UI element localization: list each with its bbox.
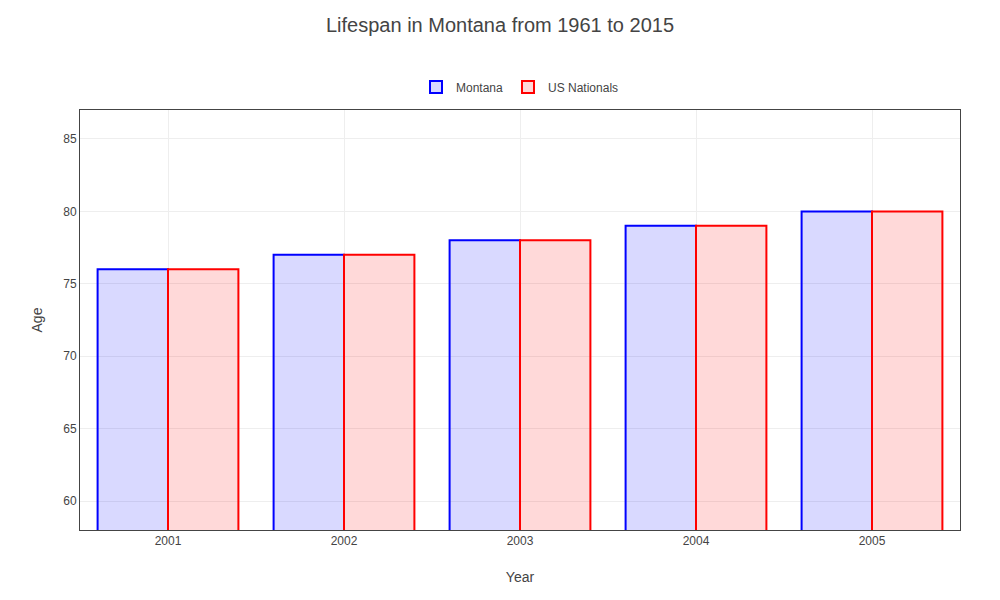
- svg-text:2001: 2001: [155, 534, 182, 548]
- svg-text:Age: Age: [29, 307, 45, 332]
- svg-text:Lifespan in Montana from 1961: Lifespan in Montana from 1961 to 2015: [326, 14, 674, 36]
- svg-text:60: 60: [63, 494, 77, 508]
- svg-text:80: 80: [63, 205, 77, 219]
- svg-text:85: 85: [63, 132, 77, 146]
- svg-text:75: 75: [63, 277, 77, 291]
- svg-text:70: 70: [63, 349, 77, 363]
- svg-text:65: 65: [63, 422, 77, 436]
- svg-text:2005: 2005: [859, 534, 886, 548]
- svg-text:2003: 2003: [507, 534, 534, 548]
- svg-text:US Nationals: US Nationals: [548, 81, 618, 95]
- svg-text:Year: Year: [506, 569, 535, 585]
- svg-text:2002: 2002: [331, 534, 358, 548]
- svg-text:Montana: Montana: [456, 81, 503, 95]
- svg-text:2004: 2004: [683, 534, 710, 548]
